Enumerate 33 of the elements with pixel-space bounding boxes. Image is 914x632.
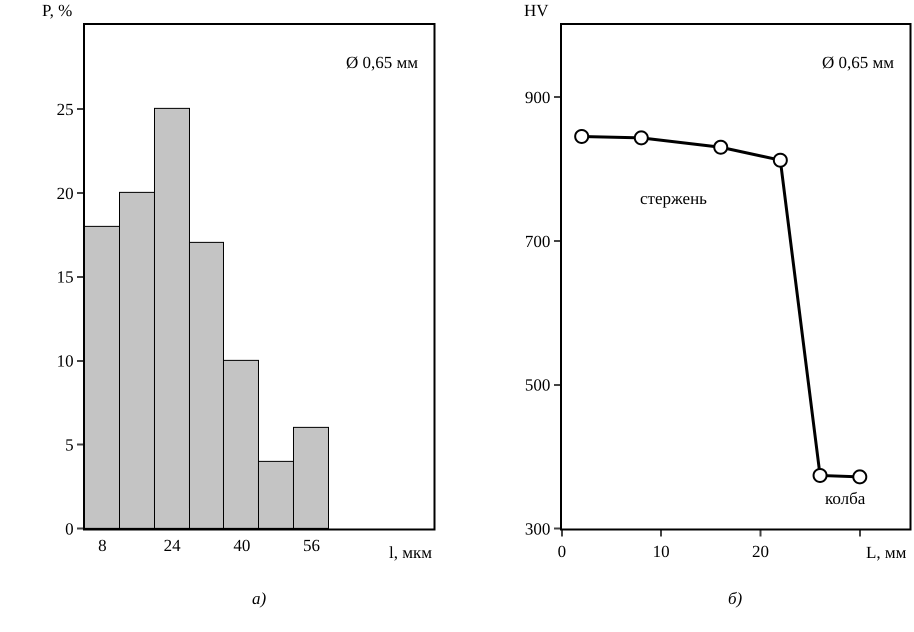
x-tick-label: 40 [233, 536, 250, 556]
text: а) [252, 589, 266, 608]
y-axis-title: P, % [42, 1, 72, 20]
point [634, 130, 649, 146]
x-axis-title: l, мкм [389, 543, 432, 562]
point [852, 469, 868, 484]
y-tick-label: 700 [524, 232, 550, 251]
y-tick-label: 10 [56, 352, 74, 371]
x-axis-title: L, мм [866, 543, 907, 562]
y-tick-label: 25 [56, 100, 74, 119]
annotation: колба [825, 489, 866, 508]
y-tick-label: 20 [56, 184, 74, 203]
point [812, 468, 828, 483]
y-tick-label: 0 [65, 520, 74, 539]
annotation: Ø 0,65 мм [346, 53, 418, 72]
point [713, 140, 728, 155]
x-tick-label: 20 [752, 542, 769, 562]
x-tick-label: 0 [558, 542, 566, 562]
text: б) [728, 589, 743, 608]
y-tick-label: 300 [524, 520, 550, 539]
x-tick-label: 56 [303, 536, 320, 556]
x-tick-label: 8 [98, 536, 107, 556]
point [574, 128, 590, 144]
annotation: Ø 0,65 мм [822, 53, 894, 72]
x-tick-label: 10 [652, 542, 670, 562]
y-tick-label: 5 [65, 436, 74, 455]
y-tick-label: 900 [524, 88, 550, 107]
y-tick-label: 500 [524, 376, 550, 395]
y-axis-title: HV [524, 1, 550, 20]
point [772, 152, 788, 168]
x-tick-label: 24 [164, 536, 182, 556]
annotation: стержень [640, 189, 708, 208]
y-tick-label: 15 [56, 268, 74, 287]
